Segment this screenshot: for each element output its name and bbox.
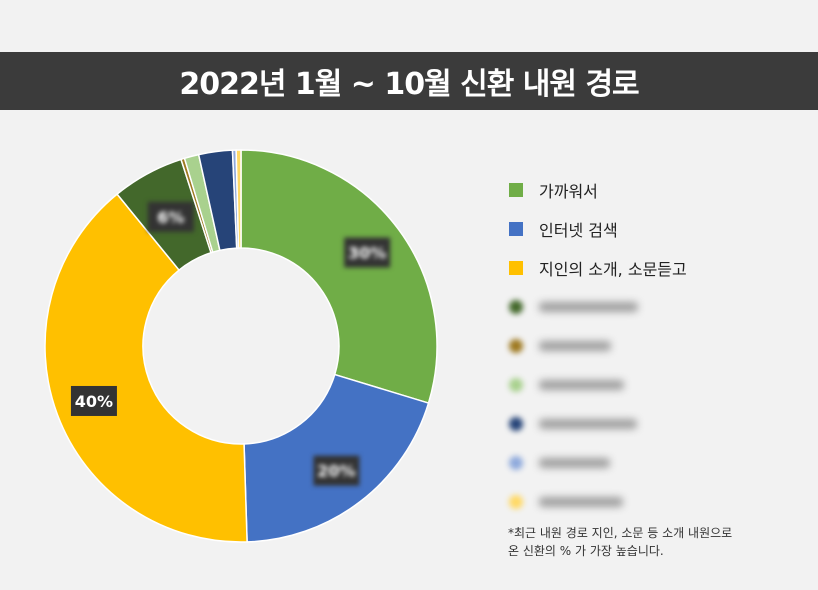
legend-item-5: [509, 365, 799, 404]
data-label-box-3: [147, 201, 194, 232]
legend-swatch-5: [509, 377, 523, 392]
legend-label-5: [539, 379, 624, 390]
donut-slice-0: [240, 149, 438, 405]
legend-swatch-2: [509, 260, 523, 275]
data-label-box-2: [70, 385, 117, 416]
legend-label-4: [539, 340, 611, 351]
legend-swatch-4: [509, 338, 523, 353]
legend-label-2: 지인의 소개, 소문듣고: [539, 259, 687, 279]
data-label-box-1: [313, 455, 360, 486]
legend-item-0: 가까워서: [509, 170, 799, 209]
donut-slice-2: [44, 193, 248, 543]
legend-swatch-7: [509, 455, 523, 470]
legend-swatch-0: [509, 182, 523, 197]
data-label-text-0: 30%: [348, 244, 386, 263]
legend-swatch-3: [509, 299, 523, 314]
legend-item-2: 지인의 소개, 소문듣고: [509, 248, 799, 287]
legend-item-3: [509, 287, 799, 326]
legend-item-1: 인터넷 검색: [509, 209, 799, 248]
data-label-text-1: 20%: [317, 462, 355, 481]
footnote: *최근 내원 경로 지인, 소문 등 소개 내원으로 온 신환의 % 가 가장 …: [508, 526, 733, 558]
donut-slice-8: [235, 149, 242, 249]
legend-label-6: [539, 418, 637, 429]
legend-item-6: [509, 404, 799, 443]
legend-label-0: 가까워서: [539, 181, 598, 201]
chart-title: 2022년 1월 ~ 10월 신환 내원 경로: [179, 67, 639, 102]
data-label-text-2: 40%: [75, 392, 113, 411]
data-label-3: 6%: [147, 201, 194, 232]
data-label-box-0: [344, 237, 391, 268]
legend-swatch-1: [509, 221, 523, 236]
legend-swatch-8: [509, 494, 523, 509]
title-bar: 2022년 1월 ~ 10월 신환 내원 경로: [0, 52, 818, 110]
legend-item-4: [509, 326, 799, 365]
data-label-text-3: 6%: [157, 208, 184, 227]
legend-swatch-6: [509, 416, 523, 431]
legend-label-1: 인터넷 검색: [539, 220, 618, 240]
data-label-2: 40%: [70, 385, 117, 416]
legend-item-8: [509, 482, 799, 521]
data-label-0: 30%: [344, 237, 391, 268]
legend-item-7: [509, 443, 799, 482]
data-label-1: 20%: [313, 455, 360, 486]
legend-label-3: [539, 301, 638, 312]
legend-label-8: [539, 496, 623, 507]
legend-label-7: [539, 457, 610, 468]
